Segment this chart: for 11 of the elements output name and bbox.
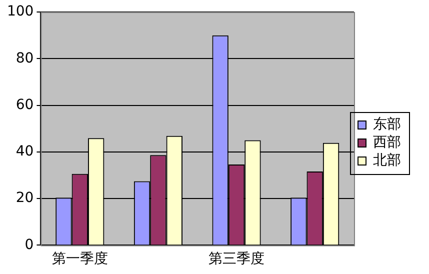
y-tick-label: 0 xyxy=(24,236,34,253)
y-tick-label: 80 xyxy=(16,50,34,66)
y-tick-label: 20 xyxy=(16,190,34,206)
x-tick-label: 第一季度 xyxy=(52,251,108,268)
y-tick-label: 100 xyxy=(6,4,34,20)
legend-label: 西部 xyxy=(373,134,401,151)
legend-label: 东部 xyxy=(373,116,401,133)
y-tick-label: 40 xyxy=(16,144,34,160)
legend-label: 北部 xyxy=(373,152,401,169)
y-tick-label: 60 xyxy=(16,96,34,113)
x-tick-label: 第三季度 xyxy=(208,251,265,268)
